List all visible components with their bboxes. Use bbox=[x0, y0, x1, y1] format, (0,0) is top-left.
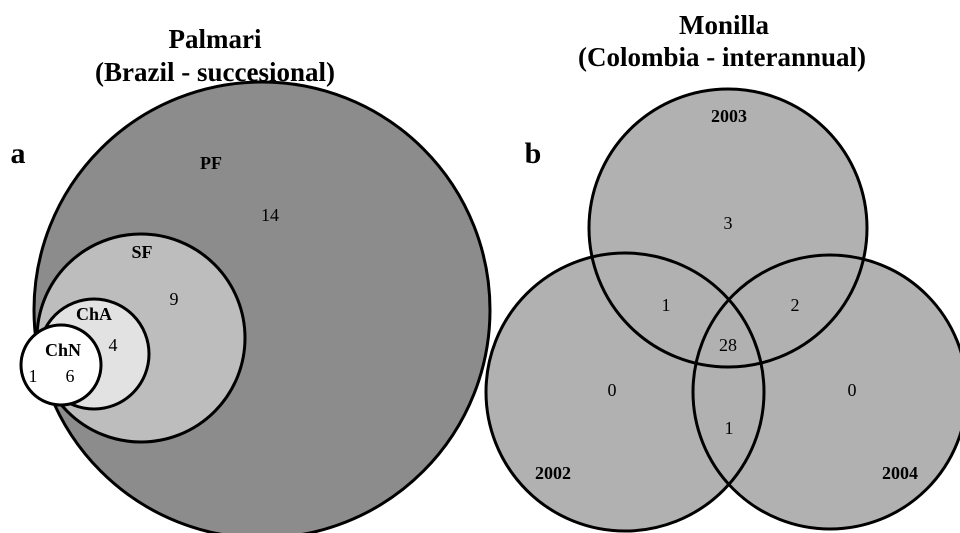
region-count: 0 bbox=[608, 380, 617, 400]
circle-2002 bbox=[484, 251, 766, 533]
set-label: ChN bbox=[45, 340, 81, 360]
set-label: 2003 bbox=[711, 106, 747, 126]
region-count: 3 bbox=[724, 213, 733, 233]
set-label: ChA bbox=[76, 304, 112, 324]
panel-label: a bbox=[11, 137, 26, 170]
region-count: 0 bbox=[848, 380, 857, 400]
region-count: 14 bbox=[261, 205, 279, 225]
title-line: (Colombia - interannual) bbox=[578, 42, 866, 72]
set-label: PF bbox=[200, 153, 222, 173]
circle-chn bbox=[19, 323, 103, 407]
circle-fill bbox=[693, 255, 960, 529]
region-count: 9 bbox=[170, 289, 179, 309]
region-count: 1 bbox=[29, 366, 38, 386]
circle-2003 bbox=[587, 87, 869, 369]
set-label: SF bbox=[131, 242, 152, 262]
region-count: 1 bbox=[725, 418, 734, 438]
panel-b: Monilla (Colombia - interannual) b 2003 … bbox=[484, 10, 960, 533]
circle-2004 bbox=[691, 253, 960, 531]
title-line: (Brazil - succesional) bbox=[95, 57, 335, 87]
region-count: 4 bbox=[109, 335, 118, 355]
set-label: 2002 bbox=[535, 463, 571, 483]
region-count: 2 bbox=[791, 295, 800, 315]
title-line: Monilla bbox=[679, 10, 770, 40]
region-count: 28 bbox=[719, 335, 737, 355]
panel-a: Palmari (Brazil - succesional) a PF SF C… bbox=[11, 24, 492, 533]
panel-label: b bbox=[525, 137, 542, 170]
title-line: Palmari bbox=[169, 24, 262, 54]
region-count: 1 bbox=[662, 295, 671, 315]
circle-fill bbox=[486, 253, 764, 531]
set-label: 2004 bbox=[882, 463, 918, 483]
region-count: 6 bbox=[66, 366, 75, 386]
